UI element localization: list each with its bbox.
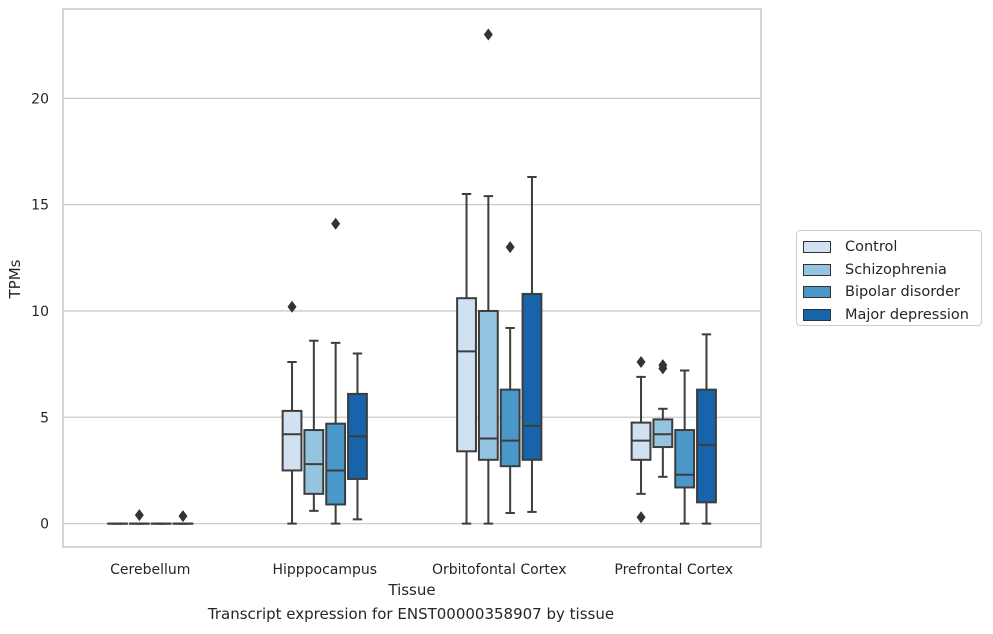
box — [325, 217, 347, 525]
gridlines — [63, 97, 761, 525]
series-major-depression — [172, 175, 717, 525]
box — [128, 509, 150, 525]
legend-item: Major depression — [803, 304, 981, 327]
box-body — [303, 429, 325, 495]
x-tick-label: Prefrontal Cortex — [614, 562, 733, 578]
outlier-point — [483, 28, 493, 41]
box-body — [521, 292, 543, 461]
y-tick-label: 15 — [31, 198, 49, 214]
box — [674, 369, 696, 525]
box-body — [281, 409, 303, 472]
box-series — [107, 28, 717, 525]
box — [172, 510, 194, 525]
outlier-point — [505, 241, 515, 254]
legend-label: Control — [845, 239, 898, 256]
y-axis-ticks: 0 5 10 15 20 — [31, 91, 49, 532]
legend-label: Schizophrenia — [845, 261, 947, 278]
y-tick-label: 5 — [40, 410, 49, 426]
outlier-point — [134, 509, 144, 522]
chart-caption: Transcript expression for ENST0000035890… — [207, 605, 615, 623]
outlier-point — [331, 217, 341, 230]
legend-item: Bipolar disorder — [803, 281, 981, 304]
legend-item: Schizophrenia — [803, 259, 981, 282]
box — [652, 359, 674, 478]
box-body — [674, 429, 696, 489]
x-tick-label: Hipppocampus — [272, 562, 377, 578]
box-body — [499, 388, 521, 468]
box — [456, 193, 477, 525]
plot-frame — [62, 8, 762, 548]
legend-label: Bipolar disorder — [845, 284, 960, 301]
y-tick-label: 10 — [31, 304, 49, 320]
outlier-point — [178, 510, 188, 523]
legend-swatch — [803, 308, 831, 321]
legend-swatch — [803, 286, 831, 299]
box — [499, 241, 521, 514]
legend-swatch — [803, 241, 831, 254]
x-axis-label: Tissue — [387, 581, 435, 599]
box-body — [325, 422, 347, 506]
outlier-point — [636, 511, 646, 524]
box — [303, 339, 325, 512]
box — [696, 333, 717, 525]
box-body — [477, 309, 499, 461]
box — [347, 352, 368, 521]
box-body — [696, 388, 717, 504]
series-bipolar-disorder — [150, 217, 696, 525]
series-schizophrenia — [128, 28, 674, 525]
outlier-point — [658, 359, 668, 372]
box-body — [456, 297, 477, 453]
legend-swatch — [803, 263, 831, 276]
box — [630, 355, 652, 524]
y-tick-label: 0 — [40, 517, 49, 533]
outlier-point — [287, 300, 297, 313]
legend-item: Control — [803, 236, 981, 259]
outlier-point — [636, 355, 646, 368]
x-tick-label: Cerebellum — [110, 562, 190, 578]
box-body — [652, 418, 674, 449]
box — [281, 300, 303, 525]
series-control — [107, 193, 652, 525]
y-tick-label: 20 — [31, 91, 49, 107]
legend-label: Major depression — [845, 306, 969, 323]
x-axis-ticks: Cerebellum Hipppocampus Orbitofontal Corte… — [110, 562, 733, 578]
legend: Control Schizophrenia Bipolar disorder Majo… — [796, 230, 982, 326]
x-tick-label: Orbitofontal Cortex — [432, 562, 567, 578]
box — [521, 175, 543, 513]
box — [477, 28, 499, 525]
y-axis-label: TPMs — [6, 259, 24, 299]
